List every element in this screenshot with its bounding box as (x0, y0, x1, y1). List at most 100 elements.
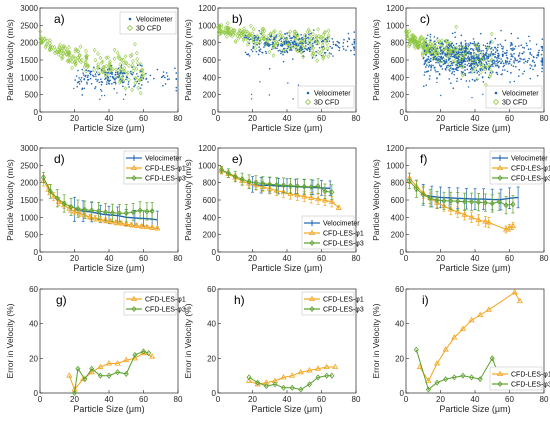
velocimeter-point-a-65 (109, 72, 112, 74)
velocimeter-point-a-155 (126, 76, 129, 79)
velocimeter-point-c-137 (512, 47, 514, 49)
velocimeter-outlier-c-6 (482, 93, 484, 96)
panel-label-a: a) (54, 12, 65, 26)
cfd-point-a-90 (99, 60, 104, 65)
velocimeter-point-a-92 (138, 82, 140, 85)
velocimeter-point-a-135 (100, 90, 103, 92)
y-tick-label-f-6: 1200 (386, 144, 404, 153)
point-d-1-20 (143, 223, 151, 230)
velocimeter-point-c-98 (426, 64, 428, 66)
point-i-1-4 (451, 374, 457, 381)
velocimeter-point-b-45 (253, 34, 256, 37)
y-tick-label-g-2: 40 (29, 320, 38, 329)
velocimeter-point-b-112 (318, 46, 321, 49)
velocimeter-point-c-671 (510, 64, 513, 66)
velocimeter-point-c-466 (535, 43, 538, 46)
cfd-point-b-62 (225, 21, 230, 26)
velocimeter-point-a-72 (162, 71, 165, 73)
velocimeter-point-a-176 (108, 68, 111, 70)
velocimeter-outlier-b-7 (268, 94, 271, 96)
velocimeter-point-c-510 (475, 47, 478, 49)
cfd-point-a-151 (38, 36, 43, 41)
cfd-point-b-119 (225, 34, 229, 40)
velocimeter-point-c-157 (422, 85, 425, 88)
y-tick-label-f-0: 0 (400, 248, 405, 257)
velocimeter-point-c-650 (491, 60, 494, 62)
cfd-point-c-64 (407, 41, 412, 47)
cfd-point-b-174 (318, 36, 323, 41)
point-g-1-8 (132, 351, 138, 358)
panel-label-c: c) (420, 12, 430, 26)
velocimeter-point-b-184 (264, 50, 267, 53)
velocimeter-outlier-a-6 (99, 98, 101, 101)
velocimeter-point-b-194 (286, 50, 288, 53)
velocimeter-point-c-320 (500, 29, 502, 32)
cfd-point-c-3 (463, 52, 468, 57)
x-tick-label-b-4: 80 (352, 114, 361, 123)
point-e-1-11 (294, 191, 301, 198)
velocimeter-point-a-103 (100, 83, 103, 86)
velocimeter-point-c-605 (488, 68, 490, 71)
velocimeter-point-b-247 (347, 32, 350, 35)
cfd-point-c-227 (448, 65, 452, 70)
velocimeter-point-c-343 (427, 56, 430, 58)
velocimeter-point-c-647 (484, 66, 486, 68)
velocimeter-point-a-179 (94, 86, 97, 88)
cfd-point-a-180 (117, 80, 122, 85)
velocimeter-point-c-131 (454, 36, 457, 39)
velocimeter-point-a-115 (136, 72, 138, 75)
velocimeter-point-b-6 (330, 53, 332, 55)
velocimeter-point-c-265 (501, 69, 504, 71)
velocimeter-point-b-72 (308, 33, 310, 36)
x-axis-label-h: Particle Size (μm) (251, 404, 322, 414)
velocimeter-point-c-518 (502, 50, 504, 53)
velocimeter-point-c-683 (447, 46, 450, 49)
velocimeter-point-c-158 (431, 49, 433, 52)
point-f-2-4 (434, 196, 440, 204)
velocimeter-point-a-133 (113, 87, 116, 90)
point-e-2-7 (267, 181, 273, 188)
velocimeter-point-c-200 (510, 43, 512, 46)
velocimeter-point-a-124 (82, 74, 85, 76)
velocimeter-point-c-519 (489, 53, 491, 55)
velocimeter-point-c-261 (461, 51, 464, 54)
velocimeter-point-a-122 (153, 77, 155, 80)
series-line-g-0 (68, 352, 153, 391)
velocimeter-point-c-148 (480, 68, 482, 70)
x-axis-label-f: Particle Size (μm) (439, 263, 510, 273)
velocimeter-point-a-17 (156, 68, 159, 71)
point-h-0-9 (323, 363, 330, 369)
velocimeter-point-b-145 (282, 60, 285, 63)
velocimeter-point-a-131 (109, 75, 112, 78)
velocimeter-point-b-231 (266, 44, 268, 46)
velocimeter-point-c-464 (536, 74, 539, 77)
velocimeter-point-c-288 (464, 45, 467, 47)
point-g-1-2 (82, 376, 88, 383)
y-tick-label-i-3: 60 (395, 285, 404, 294)
cfd-point-c-35 (477, 50, 482, 55)
velocimeter-point-b-243 (292, 43, 294, 45)
cfd-point-c-38 (440, 38, 444, 43)
cfd-point-c-76 (460, 72, 465, 78)
velocimeter-point-c-575 (504, 59, 507, 62)
x-tick-label-i-1: 20 (436, 395, 445, 404)
velocimeter-point-b-36 (299, 45, 302, 48)
velocimeter-point-b-86 (268, 43, 270, 46)
velocimeter-point-c-599 (450, 54, 453, 56)
cfd-point-a-22 (77, 52, 82, 58)
cfd-point-c-165 (405, 36, 410, 41)
cfd-point-a-110 (104, 55, 109, 60)
cfd-point-b-210 (281, 35, 286, 41)
velocimeter-point-b-255 (295, 44, 298, 47)
velocimeter-point-c-659 (485, 61, 488, 64)
velocimeter-point-c-286 (454, 31, 456, 34)
point-g-0-0 (66, 372, 73, 378)
y-axis-label-g: Error in Velocity (%) (5, 303, 15, 378)
velocimeter-point-b-175 (345, 49, 347, 51)
y-tick-label-g-0: 0 (34, 389, 39, 398)
velocimeter-point-b-13 (289, 47, 292, 49)
legend-marker-b-0 (306, 91, 310, 95)
cfd-point-a-80 (64, 52, 69, 57)
velocimeter-point-c-88 (425, 37, 428, 40)
